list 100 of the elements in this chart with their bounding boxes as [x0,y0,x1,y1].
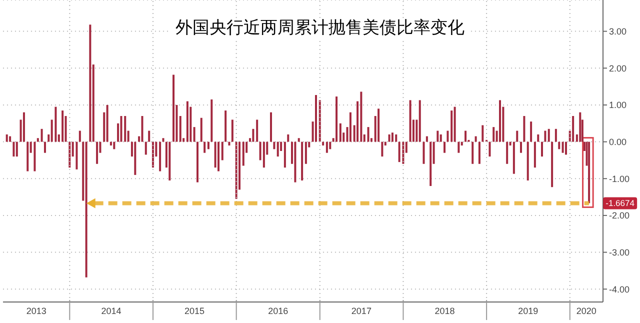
bar [523,116,526,142]
bar [252,128,254,142]
bar [548,128,550,142]
bar [322,142,324,146]
bar [270,112,272,142]
bar [89,24,92,142]
bar [294,142,296,182]
bar [298,138,300,142]
y-tick-label: 0.00 [609,136,627,147]
x-tick-label: 2020 [576,306,596,316]
bar [544,130,546,142]
bar [472,142,474,164]
bar [113,142,116,150]
bar [360,92,362,142]
bar [148,130,150,142]
bar [478,142,480,164]
bar [6,134,8,142]
bar [464,130,467,142]
bar [378,108,380,142]
bar [9,136,12,142]
bar [207,142,210,150]
bar [314,95,317,142]
bar [172,74,175,142]
bar [395,134,398,142]
bar [450,110,453,142]
bar [159,142,162,172]
bar [186,101,188,142]
bar [446,130,449,142]
bar [242,142,244,166]
x-tick-label: 2014 [101,306,122,316]
bar [339,123,342,142]
bar [349,112,352,142]
bar [304,142,307,164]
bar [162,138,164,142]
bar [506,142,508,164]
bar [418,100,421,142]
bar [144,142,147,155]
y-tick-label: -3.00 [609,247,630,258]
bar [301,142,304,180]
bar [458,142,460,153]
bar [224,110,227,142]
x-tick-label: 2016 [268,306,288,316]
bar [221,142,224,160]
bar [391,132,394,142]
bar [26,142,29,172]
bar [12,142,15,157]
bar [436,130,439,142]
bar [54,106,57,142]
bar [454,106,456,142]
bar [554,128,557,142]
bar [193,127,196,142]
bar [168,142,171,180]
bar [488,142,491,157]
y-tick-label: 2.00 [609,63,627,74]
bar [273,142,276,150]
bar [492,127,495,142]
bar [482,125,484,142]
bar [214,142,216,168]
bar [367,127,370,142]
bar [329,142,332,150]
bar [204,142,206,153]
bar [228,142,230,146]
bar [526,142,529,180]
bar [196,142,198,182]
bar [179,116,182,142]
bar [62,110,64,142]
bar [110,142,112,146]
y-tick-label: -1.00 [609,174,630,184]
bar [262,142,265,168]
x-tick-label: 2019 [518,306,538,316]
y-tick-label: 1.00 [609,100,627,110]
bar [336,96,338,142]
bar [120,116,122,142]
x-tick-label: 2017 [351,306,372,316]
bar [200,118,202,142]
bar [422,142,425,164]
bar [287,134,290,142]
bar [579,112,582,142]
bar [124,116,126,142]
bar [537,134,540,142]
bar [218,142,220,172]
bar [409,100,412,142]
bar [534,142,536,168]
bar [499,100,502,142]
bar [78,130,81,142]
bar [76,142,78,170]
x-tick-label: 2013 [26,306,46,316]
bar [36,138,39,142]
bar [551,142,554,188]
bar [22,112,25,142]
bar [96,142,98,164]
bar [474,136,477,142]
y-tick-label: -2.00 [609,210,630,221]
bar [541,142,544,157]
bar [440,134,442,142]
bar [572,116,574,142]
bar [40,128,43,142]
bar [398,142,400,162]
y-tick-label: 3.00 [609,26,627,36]
bar [85,142,88,278]
